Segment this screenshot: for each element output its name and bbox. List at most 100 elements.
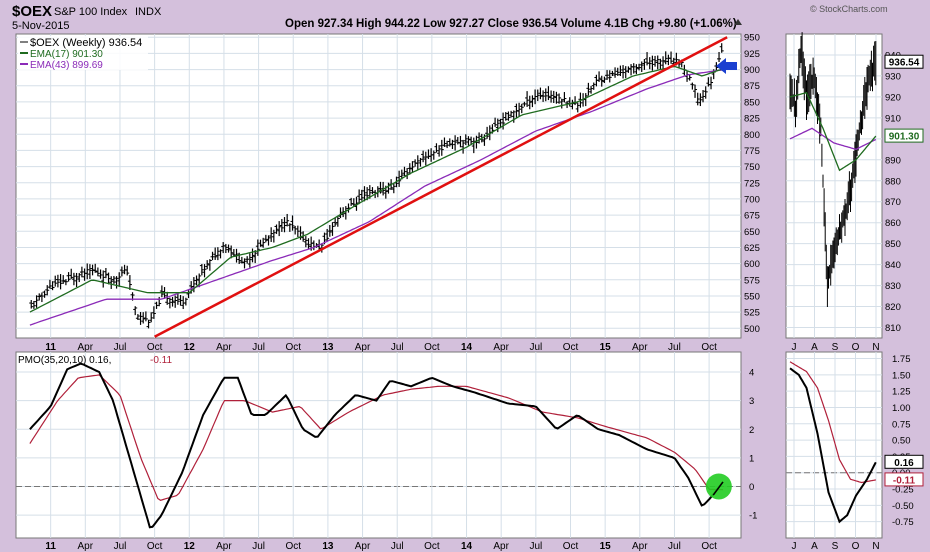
pmo-x-tick-label: Jul [114, 541, 127, 552]
daily-ema43-line [789, 127, 877, 150]
price-y-tick-label: 650 [744, 227, 760, 238]
price-last-badge: 936.54 [889, 58, 920, 69]
price-y-tick-label: 800 [744, 130, 760, 141]
price-last-badge-box [884, 54, 924, 69]
daily-x-tick-label: N [872, 342, 879, 353]
legend-box [18, 36, 148, 70]
price-x-tick-label: Apr [632, 342, 648, 353]
legend-price: $OEX (Weekly) 936.54 [30, 37, 142, 49]
ema17-line [29, 65, 724, 313]
pmo-x-tick-label: Jul [668, 541, 681, 552]
daily-pmo-x-tick-label: S [832, 541, 839, 552]
daily-pmo-y-tick-label: 0.50 [892, 436, 911, 447]
daily-pmo-y-tick-label: 1.00 [892, 403, 911, 414]
daily-y-tick-label: 910 [885, 113, 901, 124]
legend-ema43: EMA(43) 899.69 [30, 60, 103, 71]
daily-y-tick-label: 930 [885, 71, 901, 82]
daily-pmo-y-tick-label: 1.75 [892, 354, 911, 365]
price-y-tick-label: 625 [744, 243, 760, 254]
daily-pmo-signal-line [789, 361, 876, 484]
symbol-label: $OEX [12, 3, 52, 20]
pmo-last-badge: 0.16 [894, 458, 914, 469]
price-panel [15, 33, 742, 339]
daily-price-bars [789, 32, 877, 308]
pmo-y-tick-label: -1 [749, 511, 757, 522]
daily-ema17-line [789, 91, 877, 172]
credit-label: © StockCharts.com [810, 4, 888, 14]
price-y-tick-label: 750 [744, 162, 760, 173]
pmo-x-tick-label: 12 [184, 541, 196, 552]
price-y-tick-label: 550 [744, 291, 760, 302]
ema-last-badge-box [884, 128, 924, 143]
price-y-tick-label: 700 [744, 194, 760, 205]
daily-pmo-y-tick-label: -0.25 [892, 485, 914, 496]
daily-y-tick-label: 830 [885, 281, 901, 292]
legend-ema17: EMA(17) 901.30 [30, 49, 103, 60]
pmo-x-tick-label: Oct [424, 541, 440, 552]
pmo-y-tick-label: 2 [749, 425, 754, 436]
price-x-tick-label: 14 [461, 342, 473, 353]
pmo-last-badge-box [884, 454, 924, 469]
price-x-tick-label: 12 [184, 342, 196, 353]
pmo-x-tick-label: 11 [45, 541, 56, 552]
price-y-tick-label: 875 [744, 81, 760, 92]
daily-y-tick-label: 840 [885, 260, 901, 271]
price-x-tick-label: Jul [529, 342, 542, 353]
pmo-x-tick-label: Oct [701, 541, 717, 552]
pmo-panel [15, 351, 742, 539]
pmo-x-tick-label: Apr [493, 541, 509, 552]
daily-pmo-y-tick-label: 1.25 [892, 387, 911, 398]
price-x-tick-label: Oct [701, 342, 717, 353]
pmo-x-tick-label: Oct [563, 541, 579, 552]
price-y-tick-label: 950 [744, 33, 760, 44]
pmo-x-tick-label: Apr [78, 541, 94, 552]
price-y-tick-label: 825 [744, 114, 760, 125]
ema-last-badge: 901.30 [889, 132, 920, 143]
price-x-tick-label: Oct [285, 342, 301, 353]
price-bars [29, 43, 724, 329]
price-x-tick-label: 15 [600, 342, 612, 353]
price-x-tick-label: Apr [216, 342, 232, 353]
daily-pmo-y-tick-label: -0.50 [892, 501, 914, 512]
up-triangle-icon [734, 19, 742, 25]
pmo-x-tick-label: Apr [632, 541, 648, 552]
pmo-y-tick-label: 3 [749, 396, 754, 407]
daily-pmo-x-tick-label: J [792, 541, 797, 552]
chart-header: $OEX S&P 100 Index INDX 5-Nov-2015 Open … [12, 3, 888, 32]
pmo-x-tick-label: 15 [600, 541, 612, 552]
price-x-tick-label: Oct [147, 342, 163, 353]
price-x-tick-label: Jul [114, 342, 127, 353]
price-x-tick-label: Apr [493, 342, 509, 353]
price-x-tick-label: Oct [424, 342, 440, 353]
daily-x-tick-label: O [852, 342, 860, 353]
pmo-y-tick-label: 4 [749, 368, 754, 379]
pmo-x-tick-label: Oct [147, 541, 163, 552]
quote-line: Open 927.34 High 944.22 Low 927.27 Close… [285, 18, 737, 30]
daily-y-tick-label: 880 [885, 176, 901, 187]
exchange-label: INDX [135, 6, 162, 18]
daily-y-tick-label: 870 [885, 197, 901, 208]
pmo-x-tick-label: Jul [391, 541, 404, 552]
price-x-tick-label: Jul [391, 342, 404, 353]
index-name: S&P 100 Index [54, 6, 128, 18]
pmo-x-tick-label: Apr [355, 541, 371, 552]
daily-pmo-x-tick-label: O [852, 541, 860, 552]
price-y-tick-label: 675 [744, 211, 760, 222]
price-x-tick-label: Oct [563, 342, 579, 353]
pmo-x-tick-label: Oct [285, 541, 301, 552]
daily-pmo-x-tick-label: A [811, 541, 818, 552]
price-x-tick-label: Jul [668, 342, 681, 353]
daily-y-tick-label: 860 [885, 218, 901, 229]
pmo-x-tick-label: Apr [216, 541, 232, 552]
daily-pmo-panel [785, 351, 883, 539]
price-x-tick-label: 13 [322, 342, 334, 353]
pmo-x-tick-label: 14 [461, 541, 473, 552]
price-y-tick-label: 500 [744, 324, 760, 335]
daily-y-tick-label: 850 [885, 239, 901, 250]
daily-pmo-y-tick-label: 0.75 [892, 419, 911, 430]
price-y-tick-label: 775 [744, 146, 760, 157]
price-y-tick-label: 600 [744, 259, 760, 270]
pmo-line [29, 362, 724, 529]
daily-x-tick-label: S [832, 342, 839, 353]
